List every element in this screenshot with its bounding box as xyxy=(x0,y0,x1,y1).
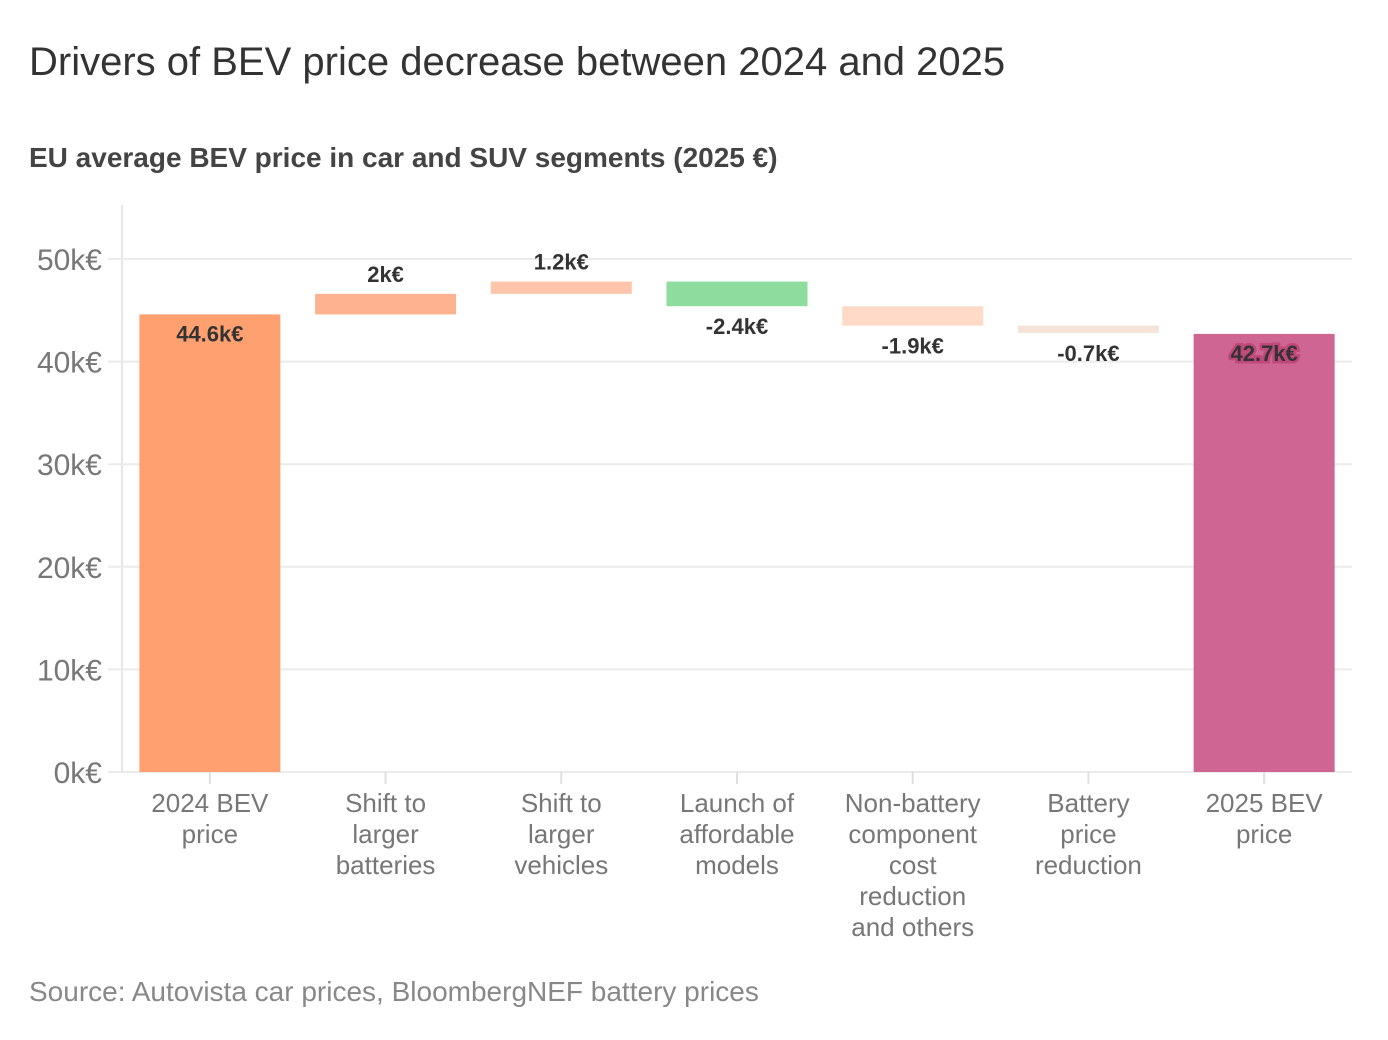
bar xyxy=(139,314,281,772)
bar xyxy=(490,281,632,294)
x-category-label: Shift to larger batteries xyxy=(336,788,436,880)
chart-subtitle: EU average BEV price in car and SUV segm… xyxy=(29,142,778,173)
x-category-label: 2024 BEV price xyxy=(151,788,269,849)
source-note: Source: Autovista car prices, BloombergN… xyxy=(29,976,759,1007)
y-tick-label: 40k€ xyxy=(37,347,102,380)
chart-title: Drivers of BEV price decrease between 20… xyxy=(29,40,1006,84)
x-category-label: 2025 BEV price xyxy=(1206,788,1324,849)
bar xyxy=(842,306,984,326)
data-label: -2.4k€ xyxy=(706,314,768,339)
data-label: -1.9k€ xyxy=(882,334,944,359)
data-label: 42.7k€ xyxy=(1230,341,1297,366)
y-tick-label: 30k€ xyxy=(37,449,102,482)
data-label: 1.2k€ xyxy=(534,250,589,275)
bar xyxy=(1017,325,1159,333)
x-category-label: Non-battery component cost reduction and oth… xyxy=(845,788,981,942)
bar xyxy=(666,281,808,307)
x-category-label: Battery price reduction xyxy=(1035,788,1142,880)
y-tick-label: 10k€ xyxy=(37,654,102,687)
y-tick-label: 50k€ xyxy=(37,244,102,277)
x-category-label: Shift to larger vehicles xyxy=(514,788,608,880)
data-label: 44.6k€ xyxy=(176,321,243,346)
y-tick-label: 20k€ xyxy=(37,552,102,585)
bar xyxy=(1193,333,1335,772)
data-label: 2k€ xyxy=(367,262,404,287)
data-label: -0.7k€ xyxy=(1057,341,1119,366)
y-tick-label: 0k€ xyxy=(54,757,103,790)
bar xyxy=(315,293,457,315)
x-category-label: Launch of affordable models xyxy=(679,788,794,880)
